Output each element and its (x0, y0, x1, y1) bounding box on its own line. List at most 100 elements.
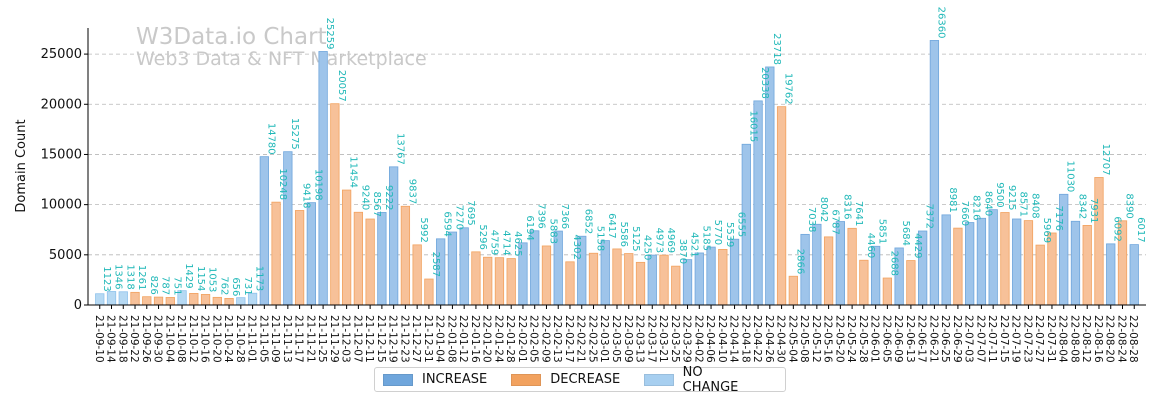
value-label: 2587 (430, 252, 441, 277)
bar (400, 205, 411, 306)
legend-label-decrease: DECREASE (550, 372, 621, 387)
x-tick-label: 21-12-07 (351, 315, 363, 363)
x-tick-label: 21-12-31 (422, 315, 434, 363)
value-label: 16015 (747, 110, 758, 142)
value-label: 10248 (277, 168, 288, 200)
x-tick-label: 21-10-04 (163, 315, 175, 363)
x-tick-label: 22-07-11 (986, 315, 998, 363)
value-label: 5770 (712, 220, 723, 245)
x-tick-label: 22-02-21 (575, 315, 587, 363)
y-tick-label: 0 (74, 298, 82, 313)
value-label: 7641 (853, 201, 864, 226)
x-tick-label: 21-11-25 (316, 315, 328, 363)
bar (1012, 218, 1022, 306)
value-labels: 1123 1346 1318 1261 826 787 751 1429 1154 1053 762… (101, 7, 1146, 297)
bar (1023, 220, 1034, 306)
x-tick-label: 21-09-22 (128, 315, 140, 363)
bar (1094, 177, 1104, 306)
value-label: 8571 (1018, 192, 1029, 217)
chart-title: W3Data.io Chart (136, 24, 327, 50)
value-label: 8408 (1029, 193, 1040, 218)
bars (95, 40, 1139, 306)
legend-swatch-increase (383, 373, 413, 386)
value-label: 7372 (924, 204, 935, 229)
x-tick-label: 21-11-13 (281, 315, 293, 363)
bar (506, 258, 516, 306)
bar (847, 227, 857, 306)
x-tick-label: 21-09-14 (105, 315, 117, 363)
legend-item-decrease[interactable]: DECREASE (511, 372, 620, 387)
bar (694, 252, 704, 306)
bar (859, 259, 869, 306)
bar (1035, 244, 1045, 306)
value-label: 4460 (865, 233, 876, 258)
value-label: 9222 (383, 185, 394, 210)
value-label: 1318 (124, 264, 135, 289)
chart-subtitle: Web3 Data & NFT Marketplace (136, 48, 427, 70)
value-label: 4521 (689, 232, 700, 257)
x-tick-label: 21-10-16 (199, 315, 211, 363)
value-label: 9215 (1006, 185, 1017, 210)
value-label: 1173 (254, 266, 265, 291)
x-tick-label: 22-02-25 (586, 315, 598, 363)
bar (906, 260, 916, 306)
x-tick-label: 21-10-24 (222, 315, 234, 363)
x-tick-label: 21-09-18 (116, 315, 128, 363)
x-tick-label: 22-08-20 (1104, 315, 1116, 363)
value-label: 1053 (207, 267, 218, 292)
value-label: 9500 (994, 182, 1005, 207)
bar (341, 189, 352, 306)
x-tick-label: 22-08-16 (1092, 315, 1104, 363)
value-label: 7931 (1088, 198, 1099, 223)
value-label: 5125 (630, 226, 641, 251)
x-tick-label: 22-03-17 (645, 315, 657, 363)
bar (306, 202, 316, 306)
bar (788, 275, 798, 306)
x-tick-label: 21-10-12 (187, 315, 199, 363)
x-tick-label: 22-01-28 (504, 315, 516, 363)
x-tick-label: 22-07-31 (1045, 315, 1057, 363)
x-tick-label: 22-06-17 (916, 315, 928, 363)
bar (330, 103, 340, 306)
x-tick-label: 21-12-03 (340, 315, 352, 363)
x-tick-label: 22-04-18 (739, 315, 751, 363)
value-label: 656 (230, 277, 241, 296)
bar (635, 261, 646, 306)
bar (106, 291, 117, 306)
bar (353, 211, 364, 306)
value-label: 1154 (195, 266, 206, 291)
legend-swatch-decrease (511, 373, 542, 386)
x-tick-label: 22-06-09 (892, 315, 904, 363)
x-tick-label: 22-02-09 (539, 315, 551, 363)
bar (941, 214, 951, 306)
x-tick-label: 22-02-17 (563, 315, 575, 363)
x-tick-label: 22-04-26 (763, 315, 775, 363)
x-tick-label: 22-02-13 (551, 315, 563, 363)
x-tick-label: 22-07-19 (1010, 315, 1022, 363)
value-label: 4973 (653, 228, 664, 253)
value-label: 5296 (477, 224, 488, 249)
x-tick-labels: 21-09-10 21-09-14 21-09-18 21-09-22 21-09-26… (93, 315, 1139, 363)
legend-item-no-change[interactable]: NO CHANGE (644, 365, 761, 395)
x-tick-label: 22-01-08 (445, 315, 457, 363)
bar (929, 40, 940, 306)
legend-item-increase[interactable]: INCREASE (383, 372, 487, 387)
bar (729, 238, 740, 306)
x-tick-label: 22-05-24 (845, 315, 857, 363)
x-tick-label: 22-03-13 (634, 315, 646, 363)
x-tick-label: 21-11-05 (257, 315, 269, 363)
x-tick-label: 22-03-21 (657, 315, 669, 363)
x-tick-label: 22-03-05 (610, 315, 622, 363)
value-label: 762 (218, 276, 229, 295)
x-tick-label: 22-07-27 (1033, 315, 1045, 363)
bar (224, 298, 234, 306)
value-label: 787 (160, 276, 171, 295)
value-label: 8390 (1123, 193, 1134, 218)
bar (812, 223, 822, 306)
x-tick-label: 21-11-09 (269, 315, 281, 363)
bar (142, 296, 152, 306)
bar (483, 256, 493, 306)
x-tick-label: 22-05-04 (786, 315, 798, 363)
bar (530, 230, 540, 306)
x-tick-label: 21-12-27 (410, 315, 422, 363)
